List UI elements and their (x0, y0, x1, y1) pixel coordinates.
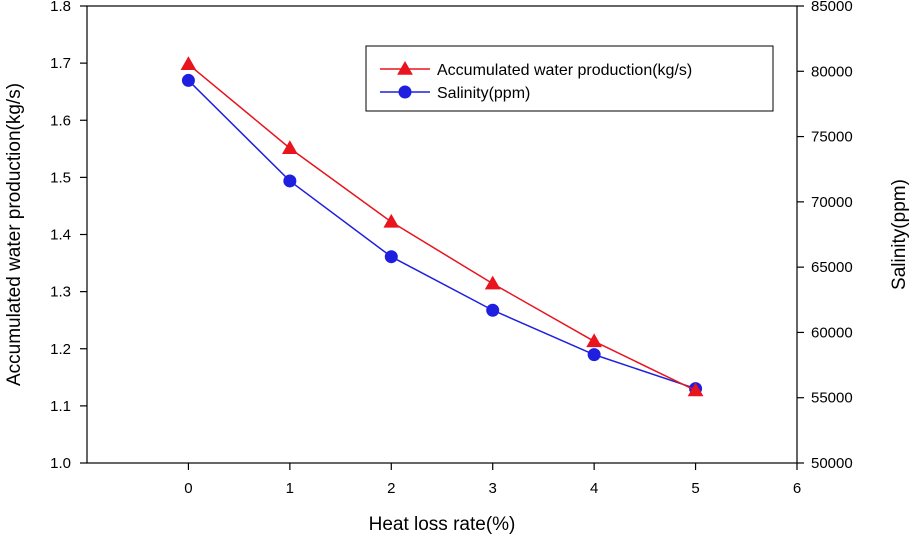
data-point-circle (587, 348, 601, 362)
series-salinity (181, 73, 703, 396)
data-point-triangle (281, 140, 298, 154)
x-axis-title: Heat loss rate(%) (369, 514, 516, 535)
y2-tick-label: 60000 (811, 324, 853, 341)
y2-tick-label: 55000 (811, 390, 853, 407)
y-tick-label: 1.8 (50, 0, 71, 15)
x-tick-label: 0 (184, 480, 192, 497)
legend-label: Salinity(ppm) (437, 85, 530, 102)
legend-marker-triangle (397, 60, 413, 75)
legend: Accumulated water production(kg/s) Salini… (365, 45, 774, 112)
x-tick-label: 4 (590, 480, 598, 497)
y-tick-label: 1.2 (50, 341, 71, 358)
data-point-circle (486, 303, 500, 317)
y2-tick-label: 50000 (811, 455, 853, 472)
y2-tick-label: 65000 (811, 259, 853, 276)
x-tick-label: 3 (489, 480, 497, 497)
series-layer (180, 56, 704, 397)
data-point-triangle (383, 213, 400, 228)
data-point-triangle (586, 333, 603, 348)
data-point-circle (384, 250, 398, 264)
legend-box (365, 45, 774, 112)
y-tick-label: 1.4 (50, 227, 71, 244)
series-line (187, 63, 696, 392)
legend-items: Accumulated water production(kg/s) Salini… (380, 60, 692, 102)
y-axis-left-ticks: 1.0 1.1 1.2 1.3 1.4 1.5 1.6 1.7 1.8 (50, 0, 87, 472)
y-tick-label: 1.0 (50, 455, 71, 472)
x-tick-label: 6 (793, 480, 801, 497)
series-line (187, 79, 696, 390)
y-tick-label: 1.3 (50, 284, 71, 301)
data-point-triangle (180, 56, 197, 71)
legend-marker-circle (398, 85, 412, 99)
data-point-triangle (484, 275, 501, 290)
data-point-circle (283, 174, 297, 188)
y2-tick-label: 80000 (811, 63, 853, 80)
y2-tick-label: 70000 (811, 194, 853, 211)
x-tick-label: 5 (691, 480, 699, 497)
series-water-production (180, 56, 704, 397)
x-tick-label: 1 (286, 480, 294, 497)
x-tick-label: 2 (387, 480, 395, 497)
y-tick-label: 1.5 (50, 169, 71, 186)
data-point-circle (181, 73, 195, 87)
y-tick-label: 1.7 (50, 55, 71, 72)
y-axis-left-title: Accumulated water production(kg/s) (4, 83, 25, 386)
x-axis-ticks: 0 1 2 3 4 5 6 (184, 463, 801, 497)
y2-tick-label: 75000 (811, 129, 853, 146)
y-axis-right-ticks: 50000 55000 60000 65000 70000 75000 80000 85000 (797, 0, 853, 472)
legend-label: Accumulated water production(kg/s) (437, 62, 692, 79)
y-tick-label: 1.1 (50, 398, 71, 415)
y2-tick-label: 85000 (811, 0, 853, 15)
y-tick-label: 1.6 (50, 112, 71, 129)
legend-entry: Salinity(ppm) (380, 85, 530, 102)
data-point-triangle (687, 382, 704, 397)
y-axis-right-title: Salinity(ppm) (889, 179, 910, 290)
legend-entry: Accumulated water production(kg/s) (380, 60, 692, 79)
